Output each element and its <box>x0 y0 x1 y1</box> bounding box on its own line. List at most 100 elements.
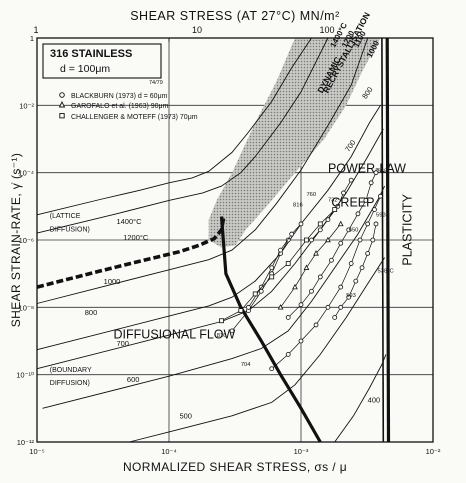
top-axis-label: SHEAR STRESS (AT 27°C) MN/m² <box>130 9 340 23</box>
svg-text:CHALLENGER & MOTEFF (1973) 70μ: CHALLENGER & MOTEFF (1973) 70μm <box>71 114 198 121</box>
y-tick-label: 10⁻⁴ <box>18 169 34 178</box>
data-point-circle <box>298 221 304 227</box>
y-tick-label: 10⁻⁸ <box>19 303 34 312</box>
x-tick-label: 10⁻⁴ <box>161 447 177 456</box>
field-label: PLASTICITY <box>401 193 415 265</box>
data-point-circle <box>269 366 275 372</box>
data-point-circle <box>341 190 346 196</box>
data-point-circle <box>325 217 331 223</box>
top-tick-10: 10 <box>192 25 202 35</box>
material-box: 316 STAINLESS d = 100μm 74/79 <box>42 43 163 86</box>
legend-triangle-icon <box>58 100 66 108</box>
point-label: 760 <box>306 192 316 198</box>
data-point-circle <box>348 177 354 183</box>
data-point-circle <box>365 250 371 256</box>
regime-note: (BOUNDARY <box>50 367 92 374</box>
data-points <box>219 170 383 372</box>
field-label: POWER-LAW <box>328 162 406 176</box>
data-point-square <box>219 318 224 324</box>
point-label: 816 <box>217 333 227 339</box>
series-line-11 <box>381 37 385 443</box>
svg-text:BLACKBURN (1973) d = 60μm: BLACKBURN (1973) d = 60μm <box>71 93 168 100</box>
data-point-circle <box>338 304 344 310</box>
data-point-circle <box>269 265 275 271</box>
y-tick-label: 10⁻¹² <box>17 438 35 447</box>
data-trace-6 <box>280 223 341 308</box>
data-point-square <box>285 261 291 266</box>
data-point-square <box>238 308 244 313</box>
data-point-circle <box>298 338 304 344</box>
data-point-circle <box>258 284 264 290</box>
data-point-circle <box>325 304 331 310</box>
point-label: 816 <box>293 202 303 208</box>
isotherm-label: 1400°C <box>116 217 142 226</box>
data-point-triangle <box>303 264 310 270</box>
field-label: DIFFUSIONAL FLOW <box>114 327 236 341</box>
y-tick-label: 10⁻² <box>19 101 34 110</box>
x-tick-label: 10⁻² <box>426 447 441 456</box>
series-line-2 <box>36 37 369 304</box>
legend-challenger: CHALLENGER & MOTEFF (1973) 70μm <box>59 113 198 121</box>
legend-garofalo: GAROFALO et al. (1963) 90μm <box>58 100 169 110</box>
series-line-0 <box>36 37 312 216</box>
data-point-circle <box>338 240 344 246</box>
regime-note: (LATTICE <box>50 213 81 220</box>
isotherm-label: 700 <box>343 138 358 153</box>
legend: BLACKBURN (1973) d = 60μm GAROFALO et al… <box>58 92 198 121</box>
data-point-square <box>269 274 275 280</box>
isotherm-label: 1000 <box>104 277 121 286</box>
isotherm-label: 800 <box>360 85 375 100</box>
data-point-circle <box>363 198 369 203</box>
data-point-circle <box>285 351 291 357</box>
data-point-circle <box>278 247 283 253</box>
series-line-10 <box>385 37 391 443</box>
data-point-circle <box>370 237 376 243</box>
data-point-circle <box>353 278 359 284</box>
data-point-circle <box>378 193 383 199</box>
x-tick-label: 10⁻³ <box>294 447 309 456</box>
data-point-circle <box>317 227 323 233</box>
y-axis-label: SHEAR STRAIN-RATE, γ̇ (s⁻¹) <box>9 153 23 328</box>
figure-code: 74/79 <box>149 80 163 86</box>
regime-note: DIFFUSION) <box>50 226 90 233</box>
data-point-square <box>317 221 323 227</box>
field-label: CREEP <box>331 195 374 209</box>
data-point-circle <box>365 221 371 227</box>
point-label: 650 <box>349 227 359 233</box>
shaded-band <box>208 38 381 248</box>
data-point-circle <box>317 274 323 280</box>
y-tick-label: 10⁻¹⁰ <box>16 371 34 380</box>
data-point-circle <box>355 211 361 217</box>
series-line-6 <box>129 257 385 443</box>
data-point-circle <box>313 322 319 328</box>
material-name: 316 STAINLESS <box>50 48 132 60</box>
top-tick-1: 1 <box>33 25 38 35</box>
point-label: 649 <box>378 169 388 175</box>
series-line-4 <box>36 128 384 370</box>
point-label: 704 <box>241 362 251 368</box>
grain-size: d = 100μm <box>60 63 110 75</box>
data-point-square <box>252 291 258 297</box>
series-line-8 <box>36 216 226 289</box>
y-tick-label: 10⁻⁶ <box>19 236 34 245</box>
data-point-triangle <box>277 304 284 310</box>
data-point-circle <box>357 237 363 243</box>
point-label: 732 <box>328 197 338 203</box>
data-point-circle <box>332 315 338 320</box>
data-point-triangle <box>337 220 344 227</box>
regime-note: DIFFUSION) <box>50 380 90 387</box>
data-point-circle <box>246 304 251 310</box>
y-tick-label: 1 <box>30 34 34 43</box>
series-line-1 <box>36 37 329 234</box>
x-axis-label: NORMALIZED SHEAR STRESS, σs / μ <box>123 460 347 474</box>
data-point-triangle <box>313 250 319 256</box>
isotherm-label: 800 <box>85 308 98 317</box>
svg-text:GAROFALO et al. (1963) 90μm: GAROFALO et al. (1963) 90μm <box>71 103 169 110</box>
plot-frame <box>36 37 434 443</box>
data-point-circle <box>338 284 344 290</box>
data-point-circle <box>229 328 235 334</box>
legend-square-icon <box>59 113 65 119</box>
data-point-circle <box>285 315 291 320</box>
data-point-circle <box>298 302 304 308</box>
